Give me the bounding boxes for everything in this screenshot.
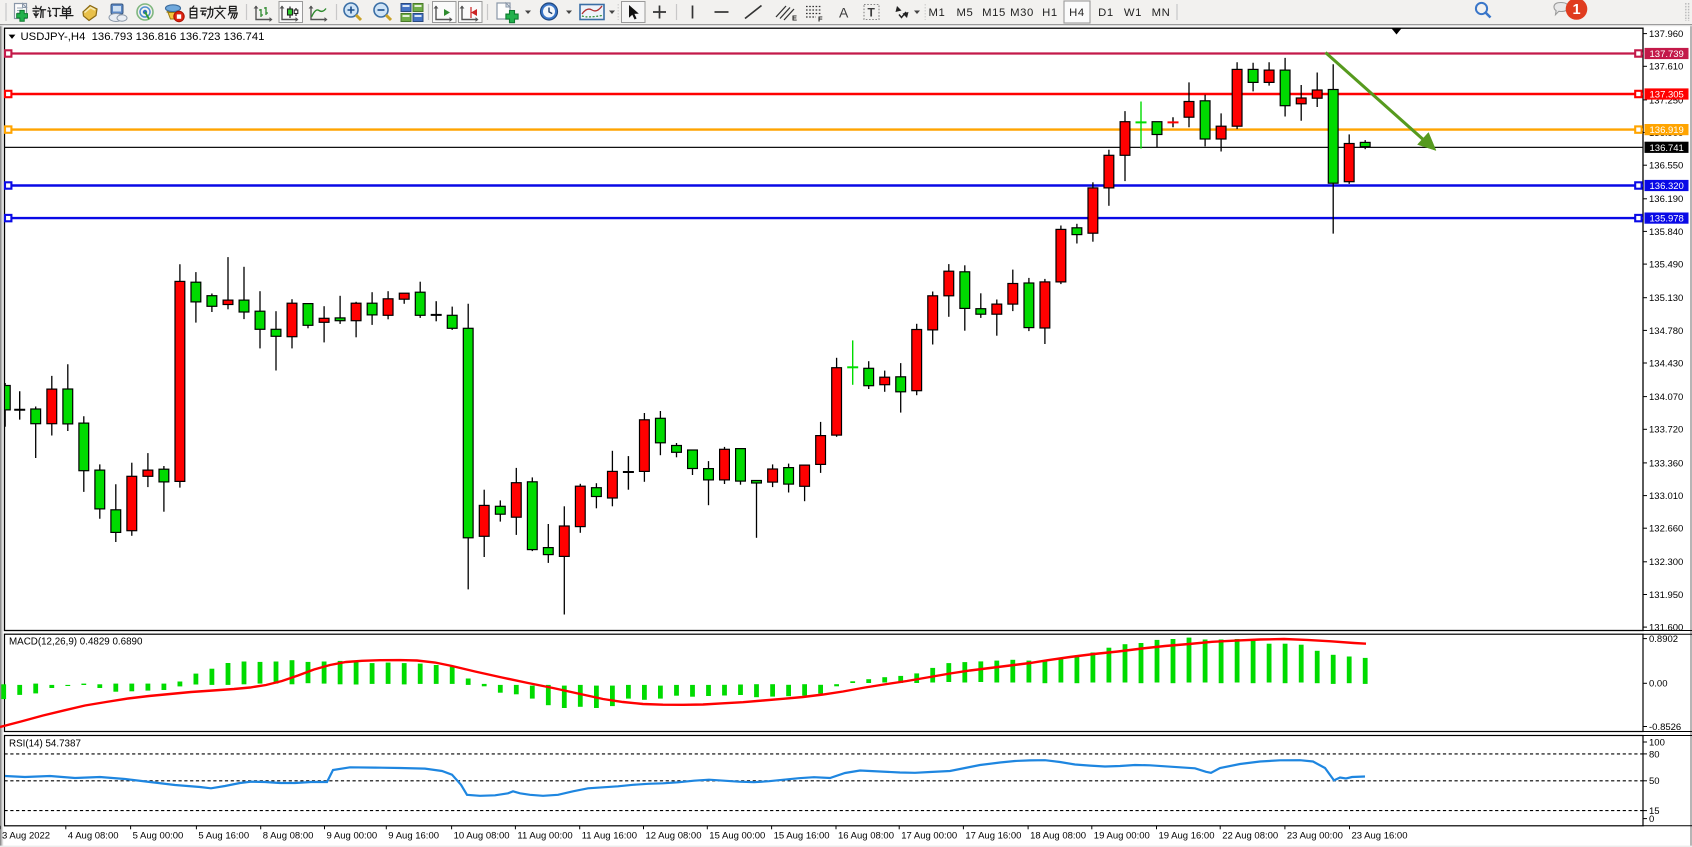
svg-text:A: A xyxy=(839,5,849,21)
svg-text:135.130: 135.130 xyxy=(1649,293,1683,304)
svg-text:H1: H1 xyxy=(1042,7,1058,19)
svg-text:RSI(14) 54.7387: RSI(14) 54.7387 xyxy=(9,739,81,750)
svg-text:MN: MN xyxy=(1152,7,1171,19)
svg-text:135.978: 135.978 xyxy=(1650,214,1684,225)
svg-text:USDJPY-,H4 136.793 136.816 13: USDJPY-,H4 136.793 136.816 136.723 136.7… xyxy=(21,31,265,43)
svg-text:133.720: 133.720 xyxy=(1649,425,1683,436)
svg-text:135.490: 135.490 xyxy=(1649,260,1683,271)
svg-text:136.320: 136.320 xyxy=(1650,181,1684,192)
svg-text:80: 80 xyxy=(1649,749,1660,760)
svg-text:1: 1 xyxy=(1572,2,1580,18)
svg-text:133.010: 133.010 xyxy=(1649,491,1683,502)
svg-text:F: F xyxy=(818,15,823,24)
svg-text:M5: M5 xyxy=(957,7,974,19)
svg-text:0.00: 0.00 xyxy=(1649,679,1668,690)
svg-text:8 Aug 08:00: 8 Aug 08:00 xyxy=(263,831,314,842)
svg-text:M1: M1 xyxy=(929,7,946,19)
svg-text:23 Aug 16:00: 23 Aug 16:00 xyxy=(1352,831,1408,842)
svg-text:23 Aug 00:00: 23 Aug 00:00 xyxy=(1287,831,1343,842)
svg-text:137.250: 137.250 xyxy=(1649,95,1683,106)
svg-text:133.360: 133.360 xyxy=(1649,458,1683,469)
svg-text:132.660: 132.660 xyxy=(1649,524,1683,535)
svg-text:9 Aug 00:00: 9 Aug 00:00 xyxy=(327,831,378,842)
svg-text:131.600: 131.600 xyxy=(1649,623,1683,634)
svg-text:137.305: 137.305 xyxy=(1650,90,1684,101)
svg-text:5 Aug 16:00: 5 Aug 16:00 xyxy=(198,831,249,842)
svg-text:16 Aug 08:00: 16 Aug 08:00 xyxy=(838,831,894,842)
svg-text:136.919: 136.919 xyxy=(1650,125,1684,136)
svg-text:T: T xyxy=(868,6,876,20)
svg-text:4 Aug 08:00: 4 Aug 08:00 xyxy=(68,831,119,842)
svg-text:100: 100 xyxy=(1649,737,1665,748)
svg-text:18 Aug 08:00: 18 Aug 08:00 xyxy=(1030,831,1086,842)
svg-text:17 Aug 16:00: 17 Aug 16:00 xyxy=(965,831,1021,842)
svg-text:0.8902: 0.8902 xyxy=(1649,634,1678,645)
svg-text:134.430: 134.430 xyxy=(1649,358,1683,369)
svg-text:5 Aug 00:00: 5 Aug 00:00 xyxy=(133,831,184,842)
svg-text:136.550: 136.550 xyxy=(1649,161,1683,172)
svg-text:0: 0 xyxy=(1649,814,1654,825)
svg-text:19 Aug 00:00: 19 Aug 00:00 xyxy=(1094,831,1150,842)
svg-text:135.840: 135.840 xyxy=(1649,227,1683,238)
svg-text:137.610: 137.610 xyxy=(1649,62,1683,73)
svg-text:-0.8526: -0.8526 xyxy=(1649,722,1681,733)
svg-text:15 Aug 16:00: 15 Aug 16:00 xyxy=(774,831,830,842)
svg-text:MACD(12,26,9) 0.4829 0.6890: MACD(12,26,9) 0.4829 0.6890 xyxy=(9,637,143,648)
svg-text:E: E xyxy=(792,14,797,23)
svg-text:136.741: 136.741 xyxy=(1650,143,1684,154)
svg-text:10 Aug 08:00: 10 Aug 08:00 xyxy=(454,831,510,842)
svg-text:134.780: 134.780 xyxy=(1649,326,1683,337)
svg-text:M30: M30 xyxy=(1010,7,1034,19)
svg-text:11 Aug 00:00: 11 Aug 00:00 xyxy=(517,831,572,842)
svg-text:19 Aug 16:00: 19 Aug 16:00 xyxy=(1159,831,1215,842)
svg-text:50: 50 xyxy=(1649,776,1660,787)
svg-text:M15: M15 xyxy=(982,7,1006,19)
svg-text:D1: D1 xyxy=(1098,7,1114,19)
svg-text:22 Aug 08:00: 22 Aug 08:00 xyxy=(1222,831,1278,842)
svg-text:11 Aug 16:00: 11 Aug 16:00 xyxy=(582,831,637,842)
svg-text:131.950: 131.950 xyxy=(1649,590,1683,601)
svg-text:134.070: 134.070 xyxy=(1649,392,1683,403)
svg-text:15 Aug 00:00: 15 Aug 00:00 xyxy=(709,831,765,842)
svg-text:3 Aug 2022: 3 Aug 2022 xyxy=(2,831,50,842)
svg-text:9 Aug 16:00: 9 Aug 16:00 xyxy=(388,831,439,842)
svg-text:132.300: 132.300 xyxy=(1649,557,1683,568)
svg-text:W1: W1 xyxy=(1124,7,1142,19)
svg-text:15: 15 xyxy=(1649,806,1660,817)
svg-text:137.739: 137.739 xyxy=(1650,49,1684,60)
svg-text:12 Aug 08:00: 12 Aug 08:00 xyxy=(646,831,702,842)
svg-text:17 Aug 00:00: 17 Aug 00:00 xyxy=(901,831,957,842)
svg-text:137.960: 137.960 xyxy=(1649,29,1683,40)
svg-text:136.190: 136.190 xyxy=(1649,194,1683,205)
svg-text:H4: H4 xyxy=(1069,7,1085,19)
